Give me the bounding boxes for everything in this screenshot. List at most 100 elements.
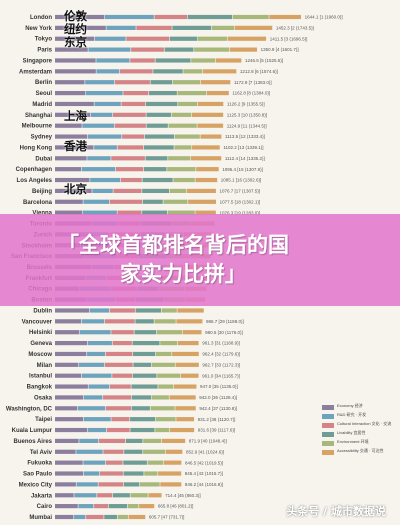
bar-segment [227, 36, 267, 41]
bar-segment [169, 395, 196, 400]
tick-label: Paris [37, 48, 52, 54]
bar-segment [180, 373, 199, 378]
bar-segment [55, 90, 86, 96]
bar-segment [98, 482, 124, 487]
bar-segment [105, 406, 131, 411]
bar-segment [99, 438, 126, 444]
bar-segment [123, 90, 149, 96]
bar-segment [177, 308, 204, 313]
tick-label: Mexico City [19, 482, 53, 488]
bar-segment [111, 156, 145, 161]
bar-segment [55, 340, 88, 346]
bar-segment [108, 504, 128, 509]
bar-segment [82, 210, 117, 215]
legend-entry: Accessibility 交通 · 可达性 [322, 448, 392, 455]
bar-segment [104, 14, 154, 20]
data-label: 986.7 [29 (1188.0)] [206, 319, 244, 324]
bar-segment [161, 438, 186, 444]
bar-segment [55, 504, 78, 509]
tick-label: Madrid [32, 102, 52, 108]
legend-swatch [322, 414, 334, 419]
bar-segment [176, 417, 195, 422]
bar-segment [113, 112, 146, 117]
bar-segment [170, 427, 195, 433]
bar-segment [109, 308, 135, 313]
bar-segment [79, 438, 99, 444]
bar-segment [55, 384, 88, 389]
data-label: 947.0 [35 (1135.0)] [200, 384, 238, 389]
bar-segment [127, 504, 139, 509]
bar-segment [55, 471, 84, 476]
bar-segment [191, 58, 215, 63]
bar-segment [55, 373, 82, 378]
bar-segment [164, 47, 194, 52]
bar-segment [86, 514, 104, 520]
bar-segment [160, 340, 178, 346]
bar-segment [132, 340, 160, 346]
bar-segment [103, 449, 124, 454]
bar-segment [112, 493, 130, 498]
bar-segment [97, 493, 113, 498]
bar-segment [232, 14, 269, 20]
bar-segment [55, 188, 92, 194]
legend-entry: Economy 经济 [322, 403, 392, 410]
bar-segment [83, 471, 100, 476]
bar-segment [55, 460, 83, 465]
bar-segment [83, 199, 110, 204]
bar-segment [83, 395, 103, 400]
bar-segment [195, 177, 218, 183]
bar-segment [186, 188, 216, 194]
legend-swatch [322, 405, 334, 410]
bar-segment [87, 134, 122, 139]
bar-segment [81, 319, 105, 324]
bar-segment [165, 449, 183, 454]
bar-segment [117, 514, 128, 520]
tick-label: Barcelona [23, 200, 53, 206]
bar-segment [55, 123, 82, 128]
bar-segment [114, 123, 146, 128]
bar-segment [140, 482, 160, 487]
bar-segment [135, 308, 161, 313]
tick-label: Istanbul [29, 374, 52, 380]
bar-segment [55, 58, 96, 63]
bar-segment [121, 101, 146, 107]
bar-segment [234, 25, 273, 30]
bar-segment [150, 80, 173, 85]
data-label: 1085.1 [16 (1302.6)] [221, 178, 262, 183]
bar-segment [55, 36, 95, 41]
tick-label: Milan [37, 363, 53, 369]
bar-segment [124, 449, 143, 454]
bar-segment [131, 406, 150, 411]
bar-segment [105, 460, 123, 465]
legend-entry: Environment 环境 [322, 439, 392, 446]
bar-segment [87, 427, 107, 433]
bar-segment [55, 493, 74, 498]
tick-label: Shanghai [25, 113, 52, 119]
annotation-new-york: 纽约 [64, 22, 87, 36]
data-label: 1126.2 [9 (1355.5)] [227, 102, 265, 107]
bar-segment [55, 69, 96, 74]
bar-segment [55, 25, 106, 30]
bar-segment [158, 384, 174, 389]
bar-segment [109, 199, 143, 204]
bar-segment [55, 406, 78, 411]
bar-segment [130, 417, 156, 422]
data-label: 1162.8 [8 (1384.0)] [232, 91, 270, 96]
data-label: 1212.8 [6 (1574.6)] [240, 69, 278, 74]
bar-segment [182, 330, 202, 335]
data-label: 961.0 [34 (1165.7)] [202, 373, 240, 378]
tick-label: Tokyo [35, 37, 53, 43]
bar-segment [142, 188, 170, 194]
data-label: 1125.3 [10 (1350.8)] [227, 112, 267, 117]
tick-label: Moscow [28, 352, 52, 358]
bar-segment [200, 134, 222, 139]
data-label: 846.2 [44 (1016.9)] [185, 482, 223, 487]
bar-segment [146, 123, 168, 128]
bar-segment [154, 319, 176, 324]
bar-segment [169, 36, 198, 41]
data-label: 845.4 [43 (1015.7)] [185, 471, 223, 476]
tick-label: Mumbai [29, 515, 52, 521]
bar-segment [158, 471, 182, 476]
bar-segment [55, 438, 79, 444]
bar-segment [89, 308, 110, 313]
